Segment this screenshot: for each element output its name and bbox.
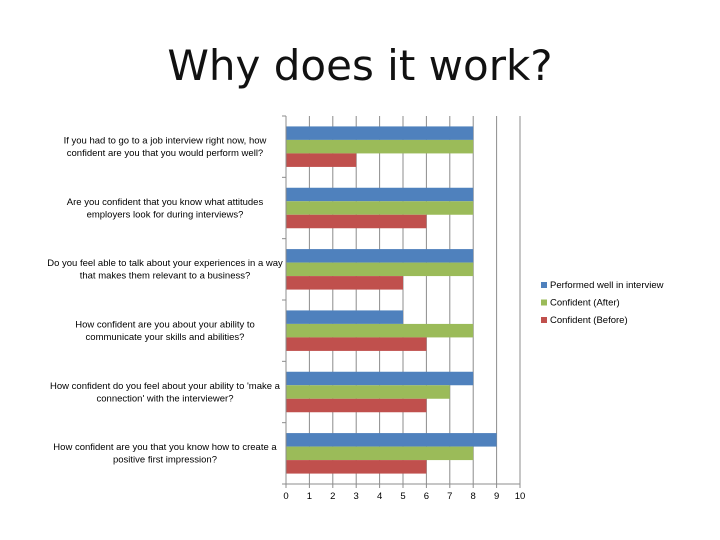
bar: [286, 139, 474, 154]
bars: [286, 126, 497, 474]
legend-label: Confident (After): [550, 298, 620, 309]
legend-label: Performed well in interview: [550, 280, 664, 291]
x-tick-label: 4: [377, 491, 382, 502]
legend-swatch: [541, 282, 547, 288]
x-tick-label: 10: [515, 491, 526, 502]
slide-title: Why does it work?: [167, 41, 553, 90]
bar: [286, 323, 474, 338]
bar: [286, 276, 403, 290]
x-tick-label: 7: [447, 491, 452, 502]
legend-swatch: [541, 317, 547, 323]
x-tick-label: 1: [307, 491, 312, 502]
category-labels: If you had to go to a job interview righ…: [47, 135, 283, 465]
bar: [286, 187, 474, 202]
x-tick-label: 6: [424, 491, 429, 502]
x-tick-label: 2: [330, 491, 335, 502]
bar: [286, 385, 450, 399]
axes: [282, 115, 521, 488]
category-label: Do you feel able to talk about your expe…: [47, 258, 283, 282]
x-tick-label: 0: [283, 491, 288, 502]
gridlines: [308, 116, 521, 484]
legend-label: Confident (Before): [550, 315, 628, 326]
category-label: How confident are you that you know how …: [53, 442, 277, 466]
x-tick-label: 9: [494, 491, 499, 502]
bar: [286, 201, 474, 215]
x-tick-labels: 0 1 2 3 4 5 6 7 8 9 10: [283, 491, 525, 502]
x-tick-label: 8: [471, 491, 476, 502]
legend-swatch: [541, 299, 547, 306]
bar: [286, 126, 474, 140]
category-label: How confident are you about your ability…: [75, 319, 255, 343]
bar: [286, 371, 474, 386]
bar: [286, 433, 497, 447]
bar: [286, 262, 474, 277]
bar: [286, 398, 427, 413]
bar: [286, 460, 427, 474]
x-tick-label: 3: [354, 491, 359, 502]
bar: [286, 337, 427, 351]
bar: [286, 446, 474, 461]
bar: [286, 153, 357, 167]
category-label: How confident do you feel about your abi…: [50, 381, 281, 405]
category-label: Are you confident that you know what att…: [67, 197, 264, 221]
bar: [286, 310, 403, 324]
x-tick-label: 5: [400, 491, 405, 502]
bar: [286, 249, 474, 263]
bar: [286, 214, 427, 229]
category-label: If you had to go to a job interview righ…: [64, 135, 267, 159]
legend: Performed well in interview Confident (Af…: [541, 280, 664, 326]
